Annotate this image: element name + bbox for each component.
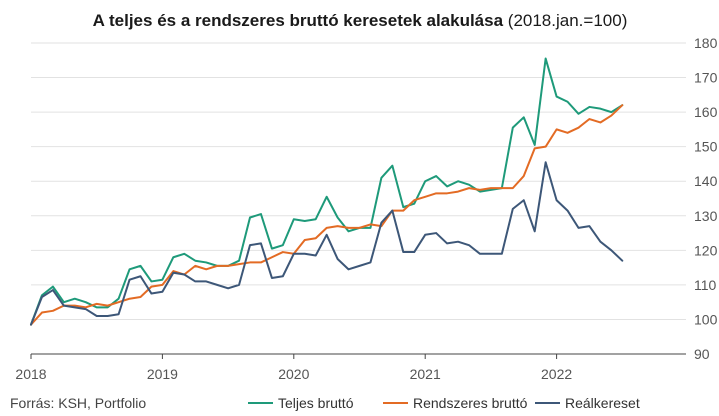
chart-title-main: A teljes és a rendszeres bruttó keresete… xyxy=(93,11,504,30)
y-tick-label: 100 xyxy=(694,311,718,327)
x-axis-ticks: 2018 2019 2020 2021 2022 xyxy=(15,354,572,382)
y-tick-label: 150 xyxy=(694,139,718,155)
series-lines xyxy=(30,57,624,326)
legend: Teljes bruttó Rendszeres bruttó Reálkerese… xyxy=(248,395,640,411)
legend-label: Reálkereset xyxy=(565,395,640,411)
chart-title: A teljes és a rendszeres bruttó keresete… xyxy=(93,11,628,30)
y-tick-label: 140 xyxy=(694,173,718,189)
y-tick-label: 160 xyxy=(694,104,718,120)
x-tick-label: 2021 xyxy=(410,366,441,382)
y-tick-label: 120 xyxy=(694,242,718,258)
series-line-realkereset xyxy=(30,161,624,326)
legend-label: Teljes bruttó xyxy=(278,395,354,411)
y-tick-label: 130 xyxy=(694,208,718,224)
y-tick-label: 110 xyxy=(694,277,717,293)
x-tick-label: 2018 xyxy=(15,366,46,382)
series-line-teljes-brutto xyxy=(30,57,624,326)
y-tick-label: 90 xyxy=(694,346,710,362)
chart-title-suffix: (2018.jan.=100) xyxy=(503,11,627,30)
x-tick-label: 2019 xyxy=(147,366,178,382)
series-line-rendszeres-brutto xyxy=(30,104,624,326)
y-tick-label: 170 xyxy=(694,70,718,86)
x-tick-label: 2020 xyxy=(278,366,309,382)
legend-label: Rendszeres bruttó xyxy=(413,395,528,411)
x-tick-label: 2022 xyxy=(541,366,572,382)
source-note: Forrás: KSH, Portfolio xyxy=(10,395,146,411)
gridlines xyxy=(31,42,686,320)
y-tick-label: 180 xyxy=(694,35,718,51)
y-axis-ticks: 90 100 110 120 130 140 150 160 170 180 xyxy=(694,35,718,362)
